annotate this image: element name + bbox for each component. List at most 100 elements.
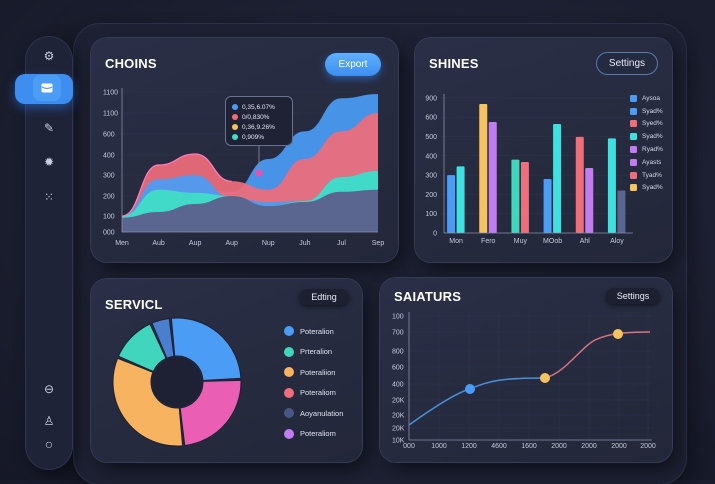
legend-label: Syad% (642, 133, 663, 141)
legend-dot (284, 346, 294, 357)
legend-item: Poteraliom (284, 424, 343, 445)
x-tick-label: 2000 (640, 443, 656, 450)
legend-label: Ayasts (642, 158, 662, 166)
settings-button[interactable]: Settings (596, 52, 658, 75)
tooltip-row: 0,35,6.07% (232, 102, 286, 112)
legend-item: Syad% (630, 130, 663, 143)
card-title: CHOINS (105, 56, 157, 71)
x-tick-label: Men (115, 240, 129, 247)
legend-swatch (630, 146, 637, 154)
x-tick-label: 2000 (551, 443, 567, 450)
bar (520, 161, 529, 233)
minus-circle-icon[interactable]: ⊖ (43, 382, 55, 396)
donut-legend: Poteralion Prteralion Poteraliion Poteralio… (284, 321, 343, 444)
bar (617, 190, 626, 233)
legend-label: Poteraliom (300, 429, 336, 439)
grid-icon[interactable]: ⁙ (43, 190, 55, 204)
legend-item: Tyad% (630, 169, 663, 182)
export-button[interactable]: Export (325, 53, 381, 76)
y-tick-label: 400 (103, 153, 115, 160)
card-title: SHINES (429, 56, 479, 71)
y-tick-label: 100 (425, 211, 437, 218)
x-tick-label: 1600 (521, 443, 537, 450)
x-tick-label: 4600 (491, 443, 507, 450)
y-tick-label: 20K (392, 426, 405, 433)
y-tick-label: 0 (433, 231, 437, 238)
line-series (544, 331, 651, 379)
x-tick-label: Aub (152, 240, 165, 247)
x-tick-label: 1200 (461, 443, 477, 450)
sidebar: ⚙ ✎ ✹ ⁙ ⊖ ♙ ○ (15, 36, 73, 470)
legend-item: Syed% (630, 118, 663, 131)
x-tick-label: 2000 (581, 443, 597, 450)
legend-label: Aoyanulation (300, 408, 344, 418)
legend-item: Ayasts (630, 156, 663, 169)
legend-swatch (630, 133, 637, 141)
legend-item: Syad% (630, 182, 663, 195)
bar (585, 167, 594, 233)
settings-button[interactable]: Settings (606, 288, 660, 304)
settings-icon[interactable]: ✹ (43, 155, 55, 169)
x-tick-label: Juh (299, 240, 310, 247)
x-tick-label: Sep (372, 240, 385, 247)
bar (488, 122, 497, 233)
tooltip-value: 0,36,9.26% (242, 123, 275, 131)
y-tick-label: 800 (392, 349, 404, 356)
inbox-icon[interactable] (33, 75, 61, 101)
line-chart-card: SAIATURS Settings 100 700 800 600 400 20K 20K 2… (380, 278, 672, 462)
legend-dot (284, 367, 294, 378)
y-tick-label: 600 (425, 115, 437, 122)
hub-icon[interactable]: ⚙ (43, 49, 55, 63)
bar (447, 175, 456, 233)
y-tick-label: 100 (392, 314, 404, 321)
legend-label: Poteraliom (300, 388, 336, 398)
legend-swatch (630, 94, 637, 102)
circle-icon[interactable]: ○ (44, 436, 54, 452)
y-tick-label: 200 (425, 192, 437, 199)
legend-label: Syad% (642, 184, 663, 192)
bar (543, 178, 552, 233)
legend-label: Poteraliion (300, 367, 336, 377)
area-chart-card: CHOINS Export 000 100 200 300 400 600 1100 1100… (91, 38, 398, 262)
card-title: SAIATURS (394, 289, 462, 304)
tooltip-value: 0,909% (242, 133, 265, 141)
x-tick-label: Aup (225, 240, 238, 247)
hover-point (255, 169, 263, 177)
editing-button[interactable]: Edting (299, 289, 349, 305)
chart-tooltip: 0,35,6.07% 0/0,830% 0,36,9.26% 0,909% (225, 96, 293, 146)
bar (479, 104, 488, 234)
card-title: SERVICL (105, 297, 163, 312)
bar (456, 166, 465, 233)
edit-icon[interactable]: ✎ (43, 121, 55, 135)
area-series (122, 189, 378, 232)
legend-item: Ryad% (630, 143, 663, 156)
bar (553, 123, 562, 233)
y-tick-label: 600 (392, 365, 404, 372)
y-tick-label: 10K (392, 438, 405, 445)
y-tick-label: 300 (103, 173, 115, 180)
y-tick-label: 500 (425, 134, 437, 141)
x-tick-label: Aloy (610, 238, 624, 245)
legend-item: Prteralion (284, 342, 343, 363)
x-tick-label: Jul (337, 240, 346, 247)
legend-item: Poteralion (284, 321, 343, 342)
bar (575, 136, 584, 233)
tooltip-row: 0,909% (232, 132, 286, 142)
x-tick-label: Muy (514, 238, 528, 245)
legend-label: Prteralion (300, 347, 333, 357)
donut-chart (112, 317, 242, 447)
tooltip-value: 0,35,6.07% (242, 103, 275, 111)
legend-swatch (630, 120, 637, 128)
bar-chart: 0 100 200 300 400 500 600 900 Mon Fero Muy MOob Ahl A… (425, 94, 633, 245)
data-point-marker (465, 384, 475, 394)
y-tick-label: 600 (103, 132, 115, 139)
legend-swatch (630, 158, 637, 166)
bar-chart-card: SHINES Settings 0 100 200 300 400 500 600 900 Mo… (415, 38, 672, 262)
legend-label: Syed% (642, 120, 663, 128)
legend-dot (284, 387, 294, 398)
donut-slice (179, 379, 242, 447)
y-tick-label: 400 (392, 382, 404, 389)
user-icon[interactable]: ♙ (43, 414, 55, 428)
legend-item: Poteraliion (284, 362, 343, 383)
x-tick-label: Ahl (580, 238, 591, 245)
